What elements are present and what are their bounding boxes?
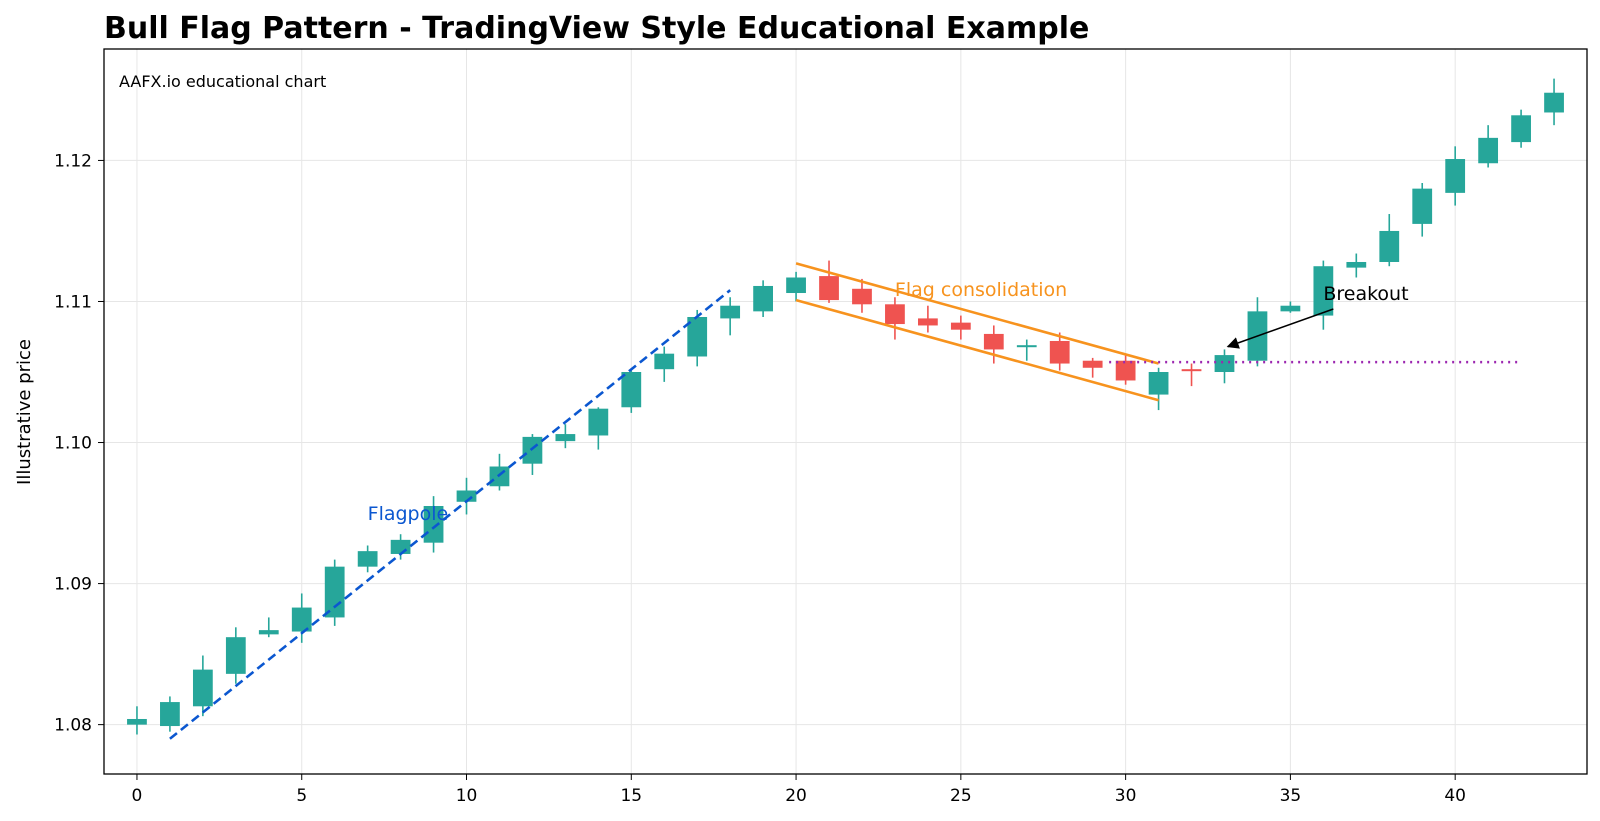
flag-upper-line [795,262,1159,365]
candle-body-up [1379,230,1400,262]
y-tick-label: 1.09 [54,575,92,595]
candle-body-down [1115,360,1136,381]
candle-body-down [983,333,1004,350]
y-tick-label: 1.12 [54,151,92,171]
x-tick-label: 40 [1444,786,1466,806]
breakout-label: Breakout [1323,283,1408,305]
x-axis: 0 5 10 15 20 25 30 35 40 [132,774,1466,806]
candle-body-up [588,408,609,436]
y-tick-label: 1.11 [54,292,92,312]
x-tick-label: 25 [950,786,972,806]
candle-body-up [291,607,312,632]
candle-body-up [390,539,411,554]
candle-body-up [687,316,708,357]
breakout-arrow [1226,308,1334,349]
candle-body-up [621,372,642,408]
candle-body-up [1214,355,1235,373]
candle-body-up [786,277,806,294]
candle-body-up [225,637,246,674]
y-tick-label: 1.08 [54,716,92,736]
candle-body-up [753,285,773,312]
flag-consolidation-label: Flag consolidation [895,279,1067,301]
x-tick-label: 15 [620,786,642,806]
x-tick-label: 20 [785,786,807,806]
flagpole-line [169,289,731,740]
candle-body-down [1082,360,1103,368]
x-tick-label: 30 [1115,786,1137,806]
candle-body-up [1412,188,1433,224]
candle-body-down [918,318,938,326]
candle-body-up [324,566,345,618]
candle-body-down [1181,369,1202,372]
candle-body-down [885,304,905,325]
candle-body-up [423,506,444,543]
y-axis: 1.08 1.09 1.10 1.11 1.12 [54,151,104,736]
candle-body-up [192,669,213,707]
candle-body-up [1478,137,1499,164]
candle-body-up [160,702,180,727]
candles [127,78,1564,735]
candle-body-down [819,276,839,301]
x-tick-label: 0 [132,786,143,806]
y-tick-label: 1.10 [54,434,92,454]
overlays: Flagpole Flag consolidation Breakout [169,262,1522,740]
candle-body-up [720,305,741,319]
candle-body-down [1049,340,1070,364]
watermark-text: AAFX.io educational chart [119,72,326,91]
candle-body-up [654,353,675,370]
candle-body-up [1148,372,1169,395]
candle-body-up [127,718,147,725]
y-axis-label: Illustrative price [14,339,35,485]
flagpole-label: Flagpole [368,503,449,525]
candle-body-up [1346,261,1367,268]
candle-body-up [357,551,378,567]
candle-body-up [1511,115,1531,143]
candle-body-up [1016,345,1037,348]
candle-body-up [1313,266,1334,316]
candle-body-up [258,630,279,635]
plot-frame [103,48,1588,775]
candle-body-up [522,436,543,464]
candle-body-down [852,288,872,305]
candle-body-down [950,322,971,330]
candle-body-up [1280,305,1301,312]
candle-body-up [456,490,477,502]
x-tick-label: 35 [1280,786,1302,806]
candle-body-up [1544,92,1564,113]
chart-title: Bull Flag Pattern - TradingView Style Ed… [104,11,1089,46]
x-tick-label: 10 [456,786,478,806]
grid [104,49,1587,774]
candle-body-up [555,434,576,442]
flag-lower-line [795,298,1159,402]
x-tick-label: 5 [296,786,307,806]
candle-body-up [1445,159,1466,193]
